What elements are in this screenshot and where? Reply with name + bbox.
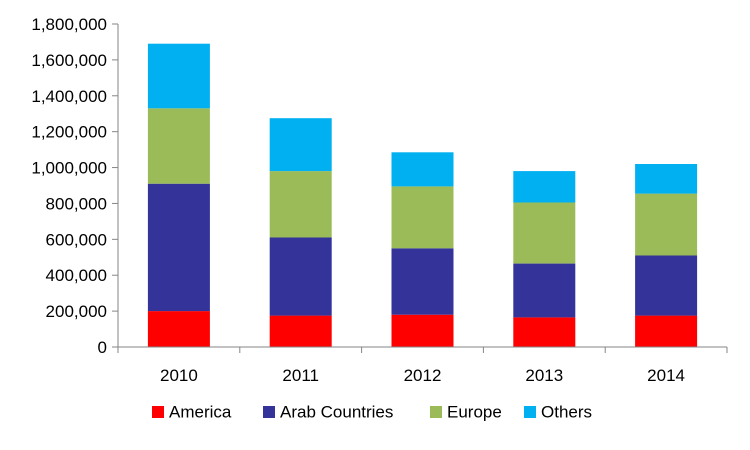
x-tick-label: 2010: [160, 366, 198, 385]
bar-europe-2013: [513, 202, 576, 264]
x-tick-label: 2011: [282, 366, 319, 385]
x-tick-label: 2012: [404, 366, 442, 385]
y-tick-label: 1,000,000: [31, 159, 107, 178]
legend-label-arab-countries: Arab Countries: [280, 403, 393, 422]
bar-arab-countries-2010: [147, 183, 210, 312]
bar-others-2013: [513, 171, 576, 203]
bar-arab-countries-2012: [391, 248, 454, 315]
bar-arab-countries-2014: [635, 255, 698, 316]
legend-swatch-arab-countries: [263, 406, 275, 418]
bar-europe-2011: [269, 171, 332, 238]
x-tick-label: 2014: [647, 366, 685, 385]
legend-label-others: Others: [541, 403, 592, 422]
bar-others-2010: [147, 43, 210, 109]
bar-europe-2012: [391, 186, 454, 249]
bar-america-2013: [513, 317, 576, 347]
y-tick-label: 1,200,000: [31, 123, 107, 142]
y-tick-label: 800,000: [46, 194, 107, 213]
legend-label-america: America: [169, 403, 232, 422]
y-tick-label: 600,000: [46, 230, 107, 249]
y-tick-label: 1,600,000: [31, 51, 107, 70]
legend-swatch-others: [524, 406, 536, 418]
bar-europe-2014: [635, 193, 698, 256]
bar-others-2014: [635, 164, 698, 194]
y-tick-label: 0: [98, 338, 107, 357]
bar-others-2012: [391, 152, 454, 187]
bar-america-2014: [635, 315, 698, 347]
y-tick-label: 400,000: [46, 266, 107, 285]
bar-arab-countries-2011: [269, 237, 332, 316]
bar-europe-2010: [147, 108, 210, 184]
legend-swatch-europe: [430, 406, 442, 418]
x-tick-label: 2013: [525, 366, 563, 385]
bar-america-2010: [147, 311, 210, 347]
bar-others-2011: [269, 118, 332, 172]
bar-america-2012: [391, 314, 454, 347]
bar-arab-countries-2013: [513, 263, 576, 318]
y-tick-label: 200,000: [46, 302, 107, 321]
bar-america-2011: [269, 315, 332, 347]
y-tick-label: 1,800,000: [31, 15, 107, 34]
y-tick-label: 1,400,000: [31, 87, 107, 106]
legend-swatch-america: [152, 406, 164, 418]
legend-label-europe: Europe: [447, 403, 502, 422]
